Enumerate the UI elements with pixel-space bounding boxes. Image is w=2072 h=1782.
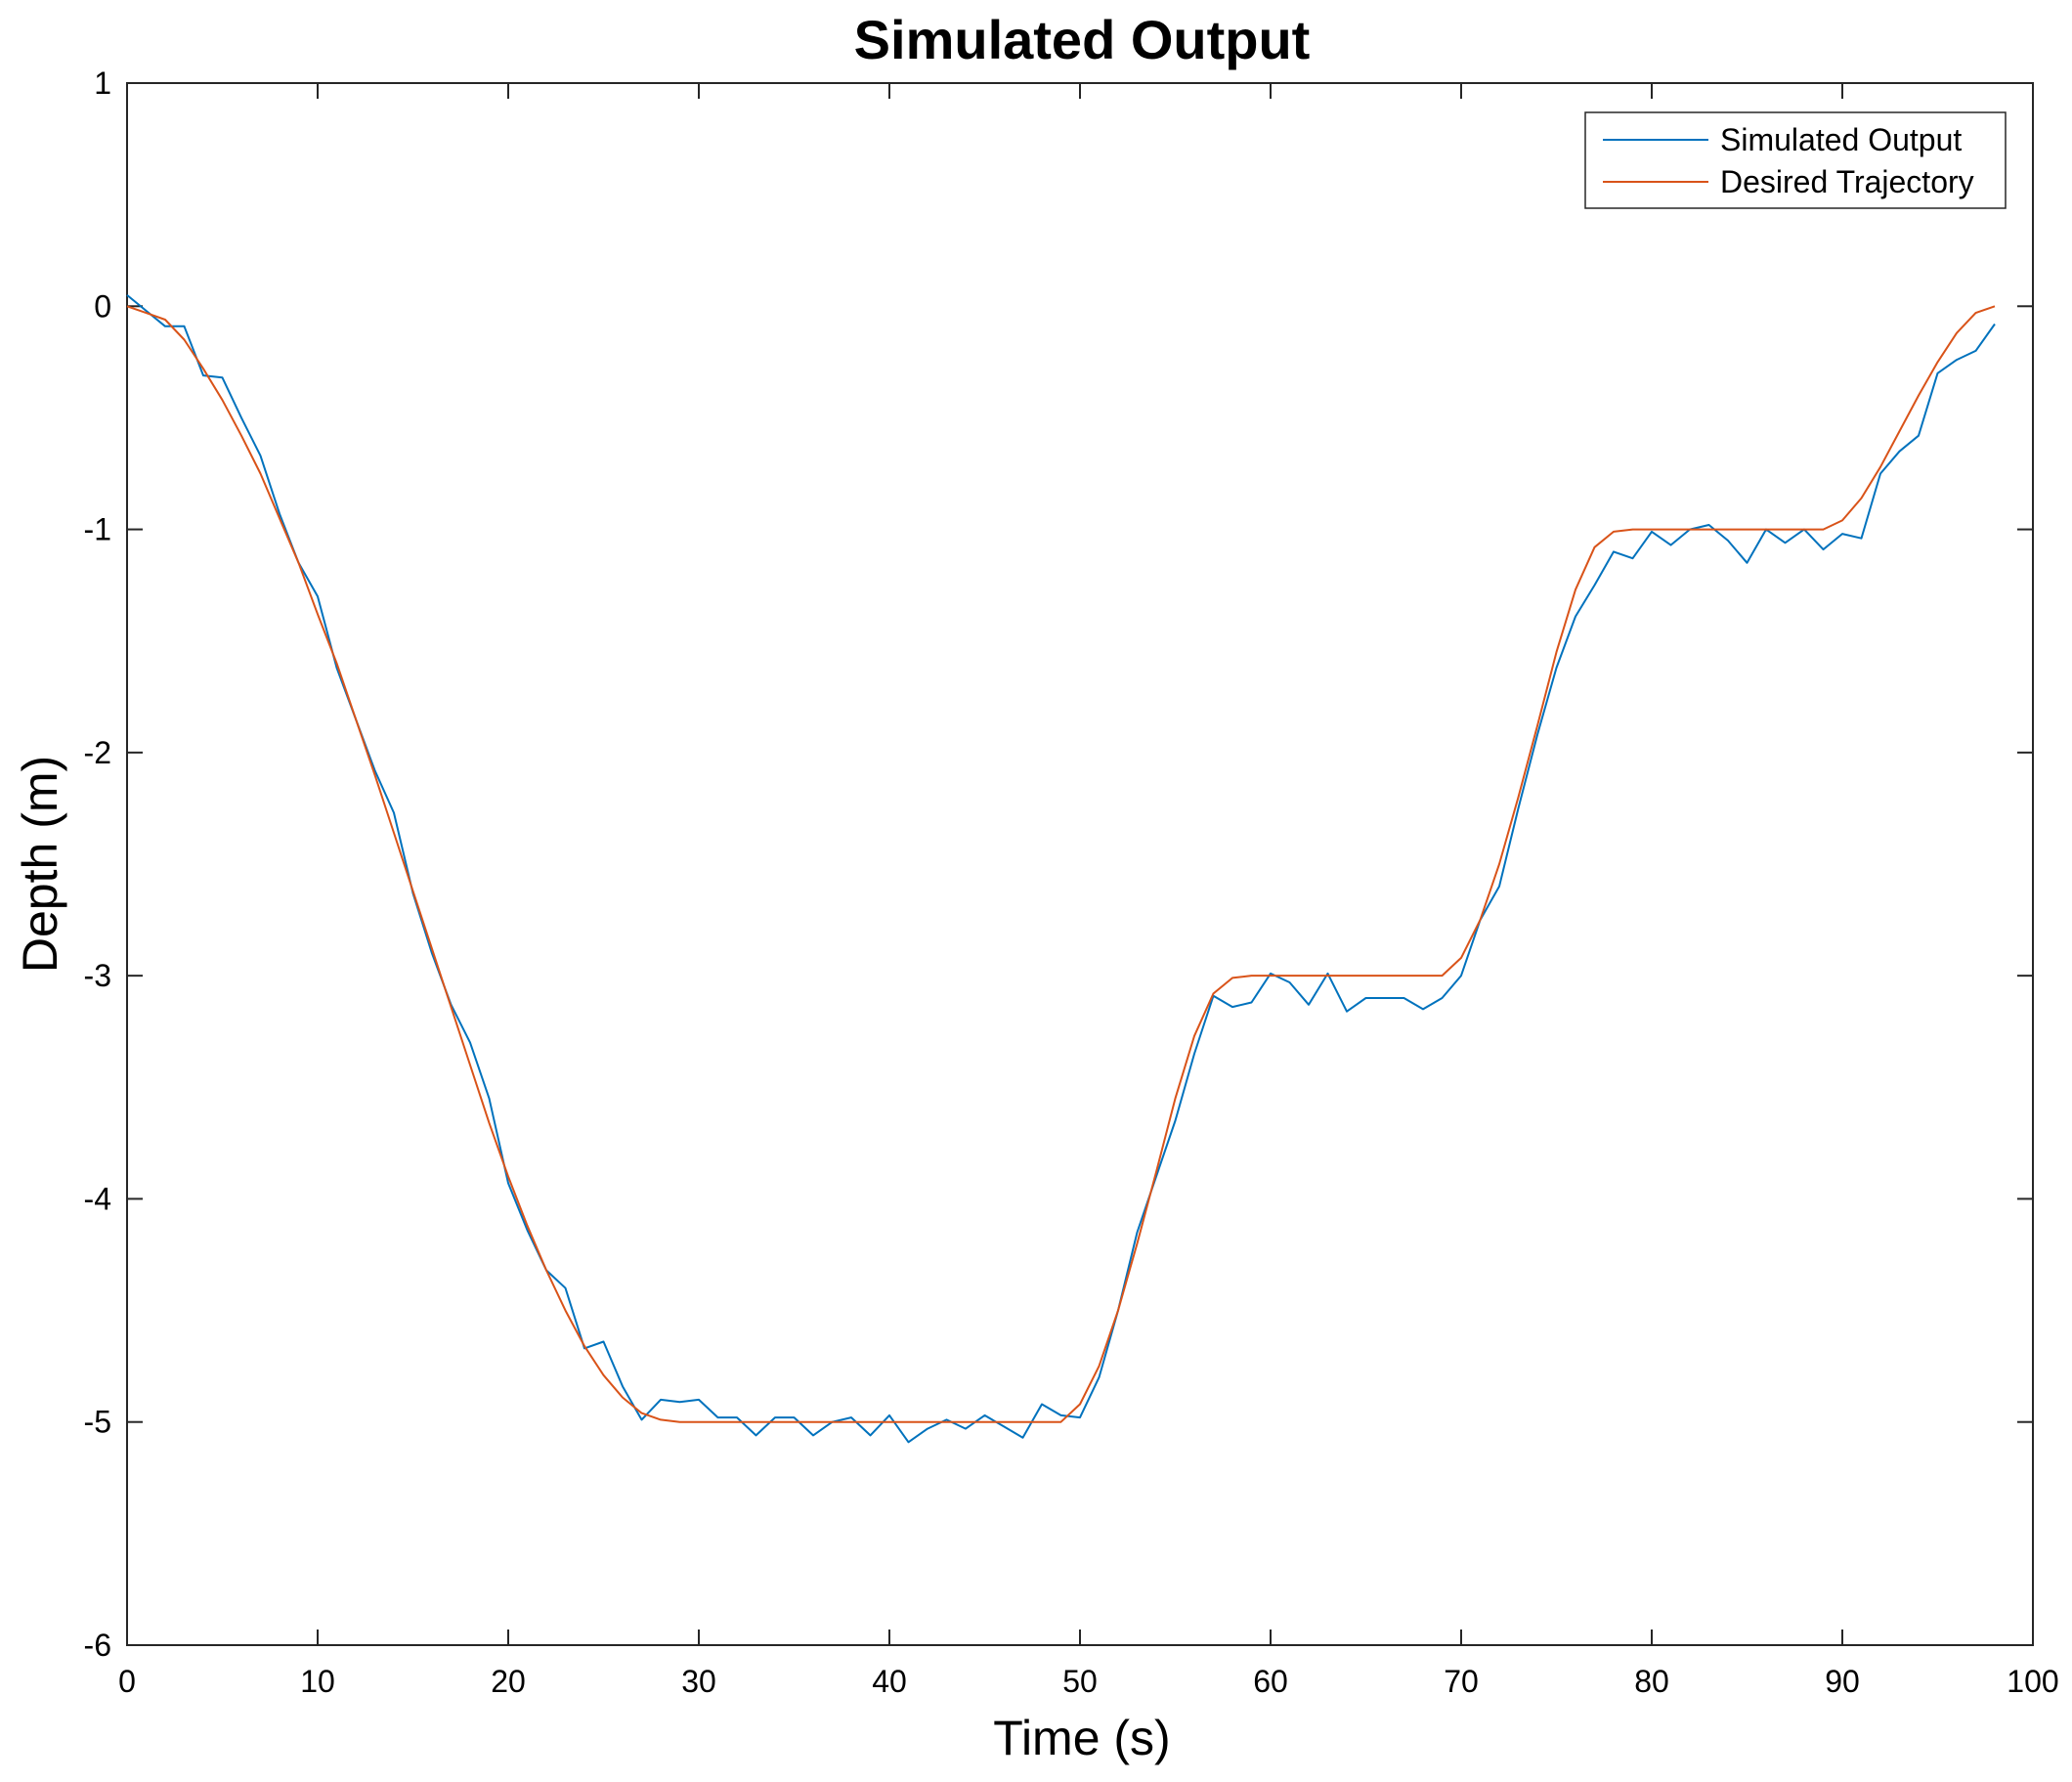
x-tick-label: 80 [1634, 1664, 1669, 1699]
y-axis-title: Depth (m) [13, 756, 67, 973]
x-tick-label: 70 [1444, 1664, 1479, 1699]
chart-title: Simulated Output [854, 9, 1311, 70]
x-tick-label: 10 [300, 1664, 335, 1699]
series-layer [126, 294, 1996, 1444]
x-tick-label: 40 [872, 1664, 907, 1699]
x-tick-label: 90 [1825, 1664, 1860, 1699]
x-tick-label: 50 [1062, 1664, 1098, 1699]
x-tick-label: 100 [2007, 1664, 2058, 1699]
x-tick-label: 0 [118, 1664, 136, 1699]
y-tick-label: 0 [94, 288, 111, 324]
y-tick-label: -3 [84, 958, 111, 993]
x-tick-label: 60 [1253, 1664, 1288, 1699]
plot-area [126, 82, 2034, 1646]
y-tick-label: -6 [84, 1628, 111, 1663]
y-tick-label: 1 [94, 65, 111, 101]
legend-label-desired-trajectory: Desired Trajectory [1720, 164, 1974, 199]
y-tick-label: -5 [84, 1405, 111, 1440]
x-tick-label: 30 [681, 1664, 716, 1699]
x-axis-title: Time (s) [993, 1711, 1170, 1765]
y-tick-label: -1 [84, 512, 111, 547]
y-tick-label: -2 [84, 735, 111, 770]
legend-label-simulated-output: Simulated Output [1720, 122, 1962, 157]
x-tick-label: 20 [491, 1664, 526, 1699]
series-line-desired-trajectory [126, 305, 1996, 1423]
y-tick-label: -4 [84, 1181, 111, 1216]
legend-box [1584, 111, 2007, 209]
legend: Simulated Output Desired Trajectory [1584, 111, 2007, 209]
